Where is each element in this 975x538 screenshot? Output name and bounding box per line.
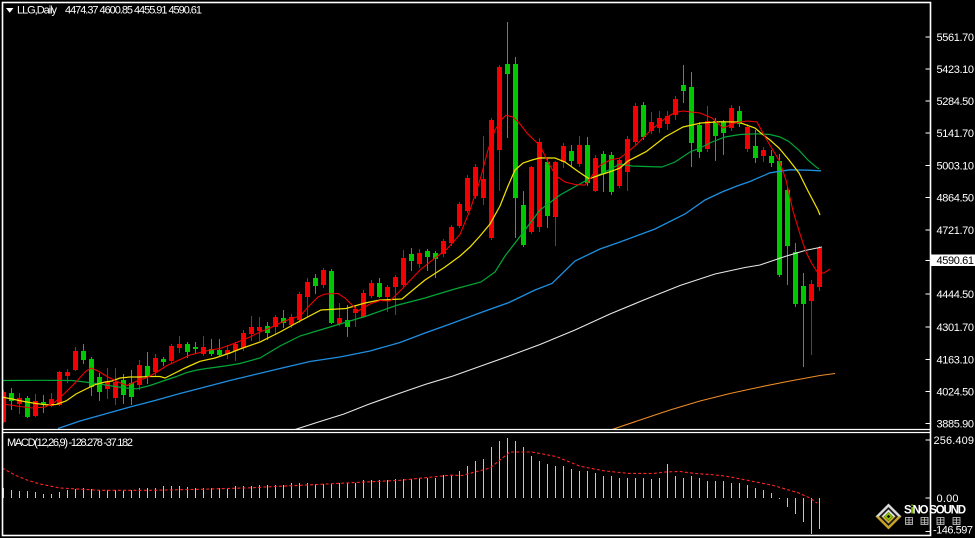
svg-text:SiNO SOUND: SiNO SOUND bbox=[904, 505, 966, 517]
svg-text:4864.50: 4864.50 bbox=[937, 192, 975, 204]
svg-text:4301.70: 4301.70 bbox=[937, 322, 975, 334]
svg-text:4721.70: 4721.70 bbox=[937, 225, 975, 237]
svg-text:5423.10: 5423.10 bbox=[937, 64, 975, 76]
svg-text:5141.70: 5141.70 bbox=[937, 128, 975, 140]
svg-text:5561.70: 5561.70 bbox=[937, 32, 975, 44]
svg-text:4163.10: 4163.10 bbox=[937, 354, 975, 366]
svg-text:5284.50: 5284.50 bbox=[937, 96, 975, 108]
svg-text:4024.50: 4024.50 bbox=[937, 386, 975, 398]
svg-text:4444.50: 4444.50 bbox=[937, 289, 975, 301]
svg-text:4590.61: 4590.61 bbox=[937, 255, 975, 267]
svg-text:0.00: 0.00 bbox=[937, 493, 959, 505]
svg-text:LLG,Daily: LLG,Daily bbox=[17, 5, 58, 17]
svg-text:256.409: 256.409 bbox=[934, 435, 975, 447]
svg-text:4474.37 4600.85 4455.91 4590.6: 4474.37 4600.85 4455.91 4590.61 bbox=[65, 5, 202, 17]
svg-text:-146.597: -146.597 bbox=[933, 525, 973, 537]
svg-text:3885.90: 3885.90 bbox=[937, 418, 975, 430]
svg-text:MACD(12,26,9) -128.278 -37.182: MACD(12,26,9) -128.278 -37.182 bbox=[7, 437, 133, 449]
svg-text:5003.10: 5003.10 bbox=[937, 160, 975, 172]
